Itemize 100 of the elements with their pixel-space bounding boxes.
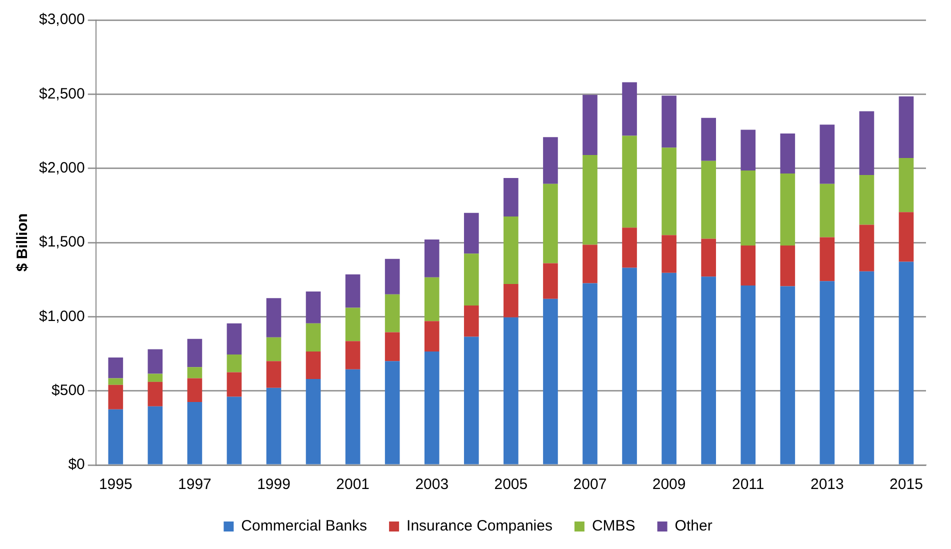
bar (226, 372, 242, 397)
bar (384, 258, 400, 294)
bar (859, 271, 874, 464)
y-tick-label: $2,000 (38, 159, 85, 176)
bar (780, 245, 796, 286)
bar (582, 283, 598, 464)
bar (464, 336, 479, 464)
y-tick-label: $500 (52, 382, 85, 399)
legend-label: Insurance Companies (406, 518, 552, 535)
bar (780, 133, 796, 174)
bar (108, 409, 124, 464)
bar (266, 361, 282, 388)
bar (622, 228, 637, 268)
bar (464, 254, 479, 306)
legend-label: Other (674, 518, 712, 535)
bar (701, 160, 716, 239)
bar (306, 291, 321, 324)
y-tick-label: $3,000 (38, 11, 85, 28)
bar (187, 338, 202, 368)
bar (504, 317, 518, 464)
y-tick-label: $2,500 (38, 85, 85, 102)
bar (464, 212, 479, 254)
x-tick-label: 2003 (415, 476, 449, 494)
bar (464, 306, 479, 337)
bar (424, 240, 440, 278)
bar (780, 286, 796, 464)
bar (820, 124, 835, 184)
bar (384, 294, 400, 332)
x-tick-label: 2007 (573, 476, 607, 494)
y-tick-label: $0 (68, 456, 85, 474)
x-tick-label: 2001 (336, 476, 370, 494)
bar (582, 94, 598, 155)
x-tick-label: 2013 (810, 476, 844, 494)
bar (662, 235, 676, 273)
bar (148, 349, 163, 374)
bar (306, 378, 321, 464)
x-tick-label: 2009 (652, 476, 686, 494)
x-tick-label: 1997 (178, 476, 212, 494)
y-axis-title: $ Billion (14, 213, 32, 272)
bar (266, 337, 282, 362)
bar (898, 158, 914, 212)
bar (898, 212, 914, 262)
bar (701, 276, 716, 464)
bar (820, 281, 835, 464)
bar (582, 154, 598, 245)
bar (187, 402, 202, 464)
bar (108, 378, 124, 385)
bar (740, 130, 756, 171)
bar (543, 184, 558, 264)
bar (543, 298, 558, 464)
bar (622, 268, 637, 464)
x-tick-label: 2005 (494, 476, 528, 494)
bar (543, 137, 558, 184)
bar (504, 178, 518, 217)
bar (662, 272, 676, 464)
bar (740, 245, 756, 286)
bar (226, 354, 242, 372)
bar (108, 357, 124, 378)
y-tick-label: $1,000 (38, 308, 85, 325)
bar (424, 277, 440, 322)
x-tick-label: 2015 (890, 476, 923, 494)
bar (187, 367, 202, 378)
y-tick-label: $1,500 (38, 234, 85, 251)
bar (424, 352, 440, 464)
bar (226, 396, 242, 464)
bar (622, 136, 637, 228)
bar (345, 274, 360, 308)
bar (148, 382, 163, 406)
bar (662, 148, 676, 236)
bar (424, 321, 440, 352)
bar (345, 341, 360, 370)
bar (622, 82, 637, 136)
x-tick-label: 1999 (257, 476, 290, 494)
bar (582, 244, 598, 284)
bar (226, 323, 242, 354)
bar (266, 298, 282, 338)
legend-label: CMBS (592, 518, 636, 535)
bar (701, 118, 716, 161)
bar (108, 384, 124, 410)
bar (898, 262, 914, 464)
legend-label: Commercial Banks (241, 518, 368, 535)
bar (148, 374, 163, 382)
bar (740, 170, 756, 246)
bar (345, 369, 360, 464)
bar (148, 406, 163, 464)
bar (898, 96, 914, 158)
bar (740, 286, 756, 464)
bar (306, 352, 321, 379)
x-tick-label: 2011 (732, 476, 764, 494)
bar (504, 216, 518, 284)
bar (820, 184, 835, 238)
bar (780, 174, 796, 246)
bar (384, 361, 400, 464)
bar (859, 224, 874, 272)
bar (820, 237, 835, 282)
bar (266, 388, 282, 464)
bar (543, 263, 558, 299)
bar (662, 96, 676, 148)
bar (384, 332, 400, 362)
bar (187, 378, 202, 402)
